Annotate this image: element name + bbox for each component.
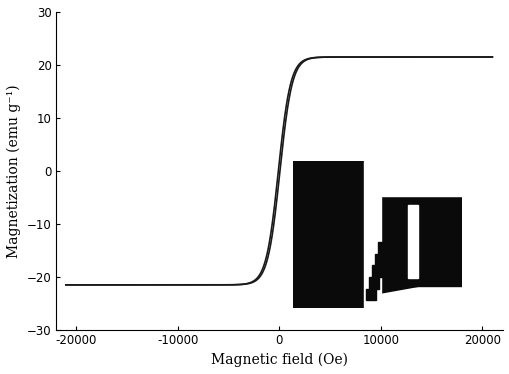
Y-axis label: Magnetization (emu g⁻¹): Magnetization (emu g⁻¹): [7, 84, 21, 258]
X-axis label: Magnetic field (Oe): Magnetic field (Oe): [210, 353, 347, 367]
